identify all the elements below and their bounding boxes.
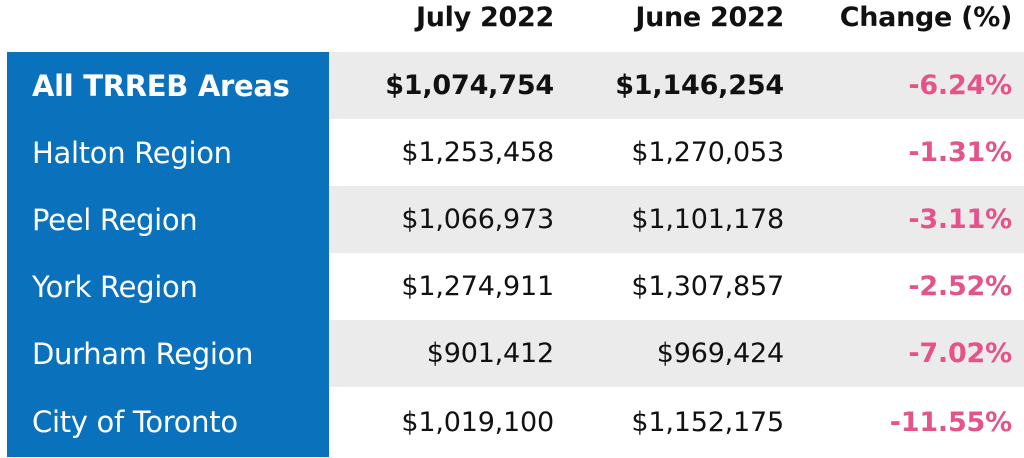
june-2022-cell: $969,424 xyxy=(656,338,784,369)
july-2022-cell: $1,074,754 xyxy=(385,70,554,101)
change-pct-cell: -3.11% xyxy=(908,204,1012,235)
june-2022-cell: $1,307,857 xyxy=(631,271,784,302)
region-cell: York Region xyxy=(32,269,198,304)
june-2022-cell: $1,270,053 xyxy=(631,137,784,168)
region-cell: All TRREB Areas xyxy=(32,68,290,103)
table-row: Halton Region $1,253,458 $1,270,053 -1.31% xyxy=(0,119,1024,186)
table-row: York Region $1,274,911 $1,307,857 -2.52% xyxy=(0,253,1024,320)
july-2022-cell: $1,019,100 xyxy=(401,406,554,438)
change-pct-cell: -7.02% xyxy=(908,338,1012,369)
july-2022-cell: $1,066,973 xyxy=(401,204,554,235)
june-2022-cell: $1,146,254 xyxy=(615,70,784,101)
row-stripe xyxy=(329,320,1024,387)
june-2022-cell: $1,101,178 xyxy=(631,204,784,235)
region-column-background xyxy=(7,52,329,457)
july-2022-cell: $1,274,911 xyxy=(401,271,554,302)
table-header: July 2022 June 2022 Change (%) xyxy=(0,0,1024,50)
region-cell: City of Toronto xyxy=(32,405,238,439)
june-2022-cell: $1,152,175 xyxy=(631,406,784,438)
row-stripe xyxy=(329,52,1024,119)
july-2022-cell: $1,253,458 xyxy=(401,137,554,168)
table-row: All TRREB Areas $1,074,754 $1,146,254 -6.24… xyxy=(0,52,1024,119)
change-pct-cell: -1.31% xyxy=(908,137,1012,168)
region-cell: Durham Region xyxy=(32,336,254,371)
region-cell: Peel Region xyxy=(32,202,198,237)
table-row: Peel Region $1,066,973 $1,101,178 -3.11% xyxy=(0,186,1024,253)
header-change-pct: Change (%) xyxy=(839,2,1013,33)
table-row: City of Toronto $1,019,100 $1,152,175 -11.5… xyxy=(0,387,1024,457)
july-2022-cell: $901,412 xyxy=(426,338,554,369)
header-june-2022: June 2022 xyxy=(635,2,784,33)
change-pct-cell: -6.24% xyxy=(908,70,1012,101)
change-pct-cell: -11.55% xyxy=(889,406,1012,438)
change-pct-cell: -2.52% xyxy=(908,271,1012,302)
region-cell: Halton Region xyxy=(32,135,232,170)
header-july-2022: July 2022 xyxy=(416,2,554,33)
table-row: Durham Region $901,412 $969,424 -7.02% xyxy=(0,320,1024,387)
row-stripe xyxy=(329,186,1024,253)
